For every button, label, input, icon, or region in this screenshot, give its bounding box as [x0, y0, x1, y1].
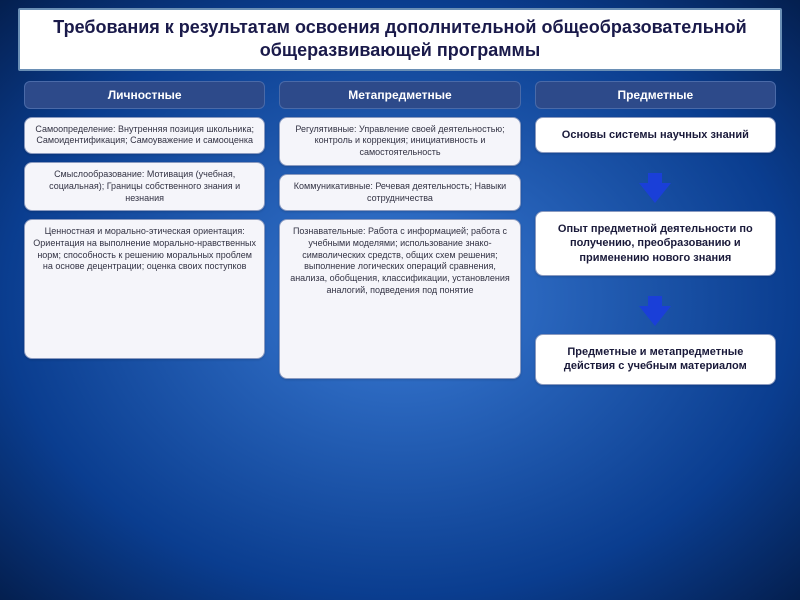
box-subject-experience: Опыт предметной деятельности по получени… [535, 211, 776, 276]
slide-title: Требования к результатам освоения дополн… [40, 16, 760, 63]
box-self-determination: Самоопределение: Внутренняя позиция школ… [24, 117, 265, 154]
box-subject-actions: Предметные и метапредметные действия с у… [535, 334, 776, 385]
arrow-down-icon [639, 306, 671, 326]
column-header-personal: Личностные [24, 81, 265, 109]
box-communicative: Коммуникативные: Речевая деятельность; Н… [279, 174, 520, 211]
column-subject: Предметные Основы системы научных знаний… [535, 81, 776, 385]
box-moral-orientation: Ценностная и морально-этическая ориентац… [24, 219, 265, 359]
column-header-subject: Предметные [535, 81, 776, 109]
box-knowledge-basis: Основы системы научных знаний [535, 117, 776, 153]
slide-root: Требования к результатам освоения дополн… [0, 0, 800, 600]
column-personal: Личностные Самоопределение: Внутренняя п… [24, 81, 265, 385]
box-meaning-making: Смыслообразование: Мотивация (учебная, с… [24, 162, 265, 211]
arrow-down-icon [639, 183, 671, 203]
column-metasubject: Метапредметные Регулятивные: Управление … [279, 81, 520, 385]
title-bar: Требования к результатам освоения дополн… [18, 8, 782, 71]
columns-container: Личностные Самоопределение: Внутренняя п… [18, 81, 782, 385]
column-header-metasubject: Метапредметные [279, 81, 520, 109]
box-cognitive: Познавательные: Работа с информацией; ра… [279, 219, 520, 379]
box-regulatory: Регулятивные: Управление своей деятельно… [279, 117, 520, 166]
